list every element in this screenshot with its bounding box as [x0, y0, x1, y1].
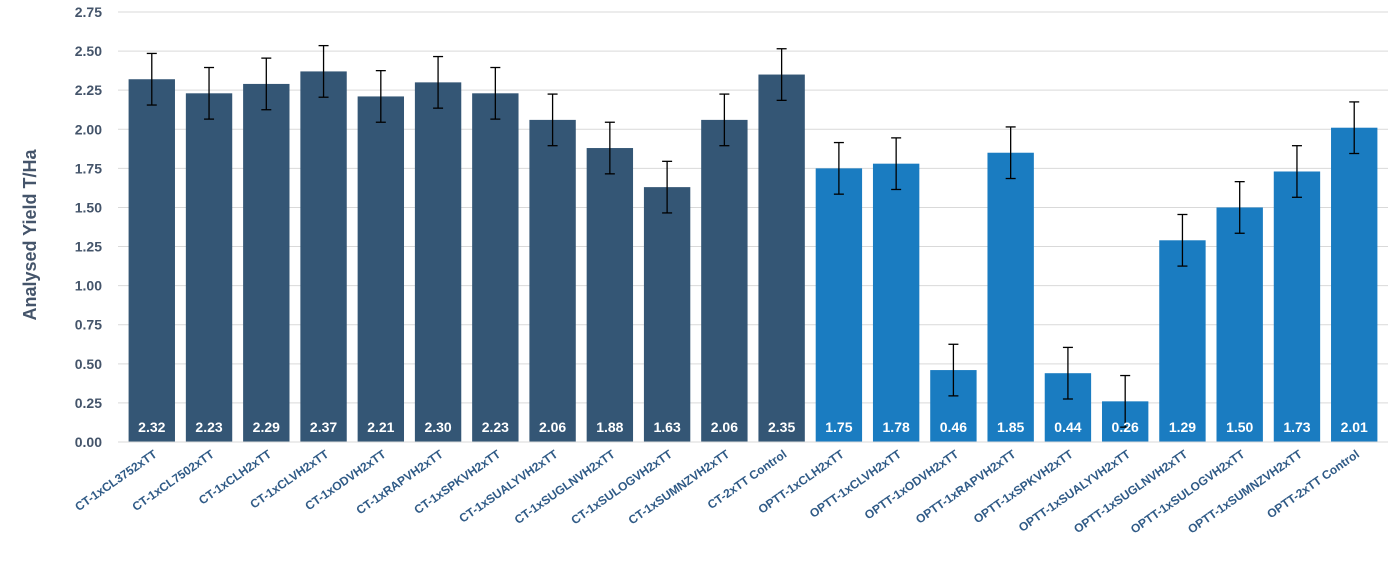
y-tick-label: 0.00 [75, 434, 102, 450]
y-tick-label: 1.25 [75, 239, 102, 255]
data-label: 1.78 [883, 419, 910, 435]
bar-ct [243, 83, 290, 442]
data-label: 1.63 [653, 419, 680, 435]
data-label: 2.23 [482, 419, 509, 435]
y-tick-label: 0.25 [75, 395, 102, 411]
y-tick-label: 1.00 [75, 278, 102, 294]
bar-ct [586, 148, 634, 442]
data-label: 2.01 [1341, 419, 1368, 435]
data-label: 0.26 [1112, 419, 1139, 435]
bars [128, 71, 1378, 443]
y-tick-label: 2.75 [75, 4, 102, 20]
data-label: 2.21 [367, 419, 394, 435]
y-axis-ticks: 0.00 0.25 0.50 0.75 1.00 1.25 1.50 1.75 2.00 2.25… [75, 4, 102, 450]
bar-optt [1331, 127, 1378, 442]
error-bars [146, 44, 1360, 428]
bar-ct [414, 82, 462, 442]
data-label: 2.37 [310, 419, 337, 435]
x-tick-label: CT-1xSUMNZVH2xTT [626, 447, 733, 528]
data-label: 0.46 [940, 419, 967, 435]
y-tick-label: 2.50 [75, 43, 102, 59]
bar-ct [357, 96, 405, 442]
data-label: 2.23 [195, 419, 222, 435]
data-label: 1.88 [596, 419, 623, 435]
y-tick-label: 2.00 [75, 121, 102, 137]
data-label: 2.06 [711, 419, 738, 435]
x-tick-label: CT-1xSULOGVH2xTT [568, 447, 675, 528]
bar-ct [529, 119, 576, 443]
data-label: 0.44 [1054, 419, 1081, 435]
bar-optt [872, 163, 920, 442]
y-tick-label: 2.25 [75, 82, 102, 98]
x-tick-label: OPTT-1xRAPVH2xTT [913, 447, 1019, 527]
data-label: 2.35 [768, 419, 795, 435]
bar-ct [300, 71, 347, 442]
y-tick-label: 1.50 [75, 199, 102, 215]
bar-optt [815, 168, 863, 442]
y-tick-label: 0.75 [75, 317, 102, 333]
data-label: 1.75 [825, 419, 852, 435]
data-labels: 2.32 2.23 2.29 2.37 2.21 2.30 2.23 2.06 1.88 1.63… [138, 419, 1368, 435]
bar-ct [701, 119, 748, 443]
data-label: 2.30 [424, 419, 451, 435]
x-tick-label: OPTT-1xSPKVH2xTT [971, 447, 1076, 527]
x-tick-label: OPTT-2xTT Control [1264, 447, 1362, 521]
bar-optt [987, 152, 1034, 442]
bar-optt [1273, 171, 1321, 442]
x-axis-category-labels: CT-1xCL3752xTTCT-1xCL7502xTTCT-1xCLH2xTT… [72, 447, 1362, 537]
data-label: 2.06 [539, 419, 566, 435]
data-label: 2.32 [138, 419, 165, 435]
data-label: 1.85 [997, 419, 1024, 435]
data-label: 1.29 [1169, 419, 1196, 435]
bar-ct [128, 79, 175, 443]
y-tick-label: 0.50 [75, 356, 102, 372]
bar-ct [472, 93, 519, 443]
x-tick-label: OPTT-1xODVH2xTT [862, 447, 962, 523]
x-tick-label: CT-1xSUGLNVH2xTT [512, 447, 618, 527]
x-tick-label: OPTT-1xSUMNZVH2xTT [1185, 447, 1305, 537]
y-tick-label: 1.75 [75, 160, 102, 176]
y-axis-title: Analysed Yield T/Ha [20, 148, 40, 320]
data-label: 2.29 [253, 419, 280, 435]
data-label: 1.50 [1226, 419, 1253, 435]
bar-optt [1159, 240, 1206, 442]
bar-ct [758, 74, 805, 442]
data-label: 1.73 [1283, 419, 1310, 435]
bar-ct [185, 93, 233, 443]
bar-optt [1216, 207, 1263, 442]
x-tick-label: CT-1xSUALYVH2xTT [456, 447, 560, 526]
bar-ct [643, 187, 691, 442]
